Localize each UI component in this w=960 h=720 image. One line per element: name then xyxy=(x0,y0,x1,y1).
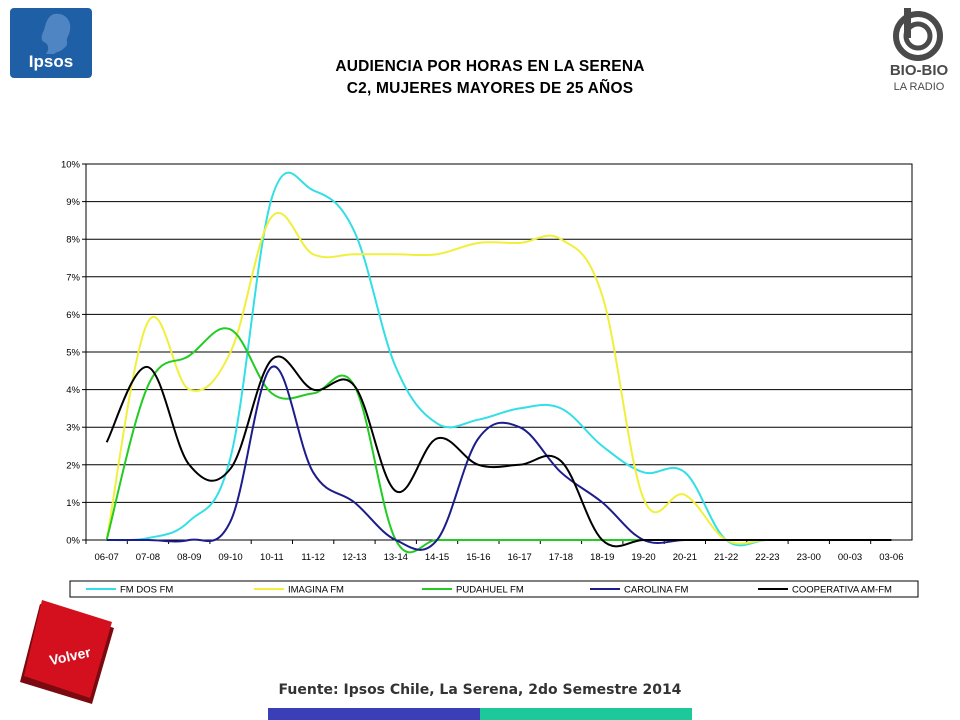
biobio-logo-name: BIO-BIO xyxy=(889,62,949,79)
series-line-fm-dos-fm xyxy=(106,171,892,547)
biobio-logo-subtitle: LA RADIO xyxy=(893,81,945,93)
footer-green-bar xyxy=(480,708,692,720)
x-tick-label: 21-22 xyxy=(714,552,738,563)
x-tick-label: 15-16 xyxy=(466,552,490,563)
x-tick-label: 08-09 xyxy=(177,552,201,563)
legend-label: CAROLINA FM xyxy=(624,585,688,596)
legend-label: COOPERATIVA AM-FM xyxy=(792,585,892,596)
y-tick-label: 4% xyxy=(66,385,80,396)
x-tick-label: 11-12 xyxy=(301,552,325,563)
audience-line-chart: 0% 1% 2% 3% 4% 5% 6% 7% 8% 9% 10% 06-07 07-08 08-09 0… xyxy=(61,160,919,598)
x-tick-label: 07-08 xyxy=(136,552,160,563)
series-line-imagina-fm xyxy=(105,212,892,545)
y-tick-label: 9% xyxy=(66,197,80,208)
ipsos-logo: Ipsos xyxy=(10,8,92,78)
x-tick-label: 03-06 xyxy=(879,552,903,563)
y-tick-label: 10% xyxy=(61,160,81,171)
x-tick-label: 18-19 xyxy=(590,552,614,563)
ipsos-logo-text: Ipsos xyxy=(28,52,74,71)
x-tick-label: 13-14 xyxy=(384,552,408,563)
x-tick-label: 20-21 xyxy=(673,552,697,563)
legend-label: FM DOS FM xyxy=(120,585,173,596)
x-tick-label: 10-11 xyxy=(260,552,284,563)
y-tick-label: 2% xyxy=(66,460,80,471)
y-tick-label: 6% xyxy=(66,310,80,321)
chart-title-line2: C2, MUJERES MAYORES DE 25 AÑOS xyxy=(346,80,634,97)
source-note: Fuente: Ipsos Chile, La Serena, 2do Seme… xyxy=(278,682,682,698)
ipsos-face-icon xyxy=(41,13,71,54)
series-line-cooperativa-am-fm xyxy=(105,355,892,548)
y-tick-label: 1% xyxy=(66,498,80,509)
legend-label: IMAGINA FM xyxy=(288,585,344,596)
x-tick-label: 16-17 xyxy=(507,552,531,563)
x-tick-label: 19-20 xyxy=(631,552,655,563)
chart-title-line1: AUDIENCIA POR HORAS EN LA SERENA xyxy=(335,58,645,75)
x-tick-label: 17-18 xyxy=(549,552,573,563)
biobio-logo-icon xyxy=(893,8,943,61)
legend-label: PUDAHUEL FM xyxy=(456,585,524,596)
x-tick-label: 09-10 xyxy=(218,552,242,563)
volver-button[interactable] xyxy=(18,598,118,708)
x-tick-label: 14-15 xyxy=(425,552,449,563)
y-tick-label: 8% xyxy=(66,235,80,246)
y-tick-label: 3% xyxy=(66,423,80,434)
y-tick-label: 5% xyxy=(66,348,80,359)
x-tick-label: 06-07 xyxy=(94,552,118,563)
x-tick-label: 22-23 xyxy=(755,552,779,563)
x-tick-label: 23-00 xyxy=(797,552,821,563)
x-tick-label: 12-13 xyxy=(342,552,366,563)
legend-box xyxy=(69,580,919,598)
y-tick-label: 0% xyxy=(66,536,80,547)
x-tick-label: 00-03 xyxy=(838,552,862,563)
y-tick-label: 7% xyxy=(66,272,80,283)
footer-blue-bar xyxy=(268,708,480,720)
